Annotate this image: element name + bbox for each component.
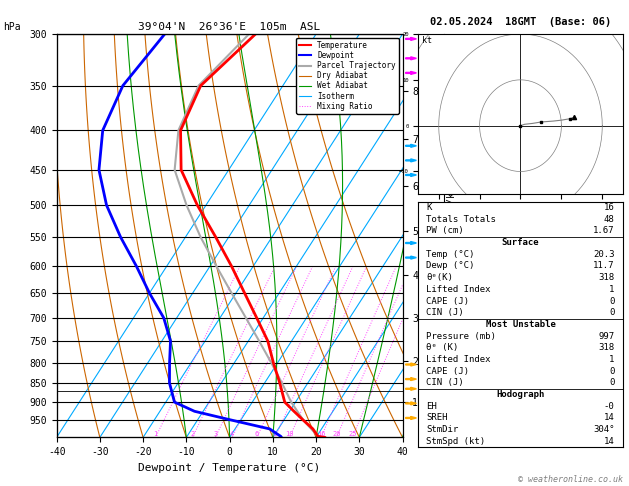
- Text: CIN (J): CIN (J): [426, 308, 464, 317]
- Text: -0: -0: [604, 402, 615, 411]
- Text: 02.05.2024  18GMT  (Base: 06): 02.05.2024 18GMT (Base: 06): [430, 17, 611, 27]
- Text: θᵉ (K): θᵉ (K): [426, 343, 459, 352]
- Text: 3: 3: [213, 432, 218, 437]
- Text: 1: 1: [609, 355, 615, 364]
- Text: CIN (J): CIN (J): [426, 378, 464, 387]
- Text: CAPE (J): CAPE (J): [426, 296, 469, 306]
- Text: Most Unstable: Most Unstable: [486, 320, 555, 329]
- Text: K: K: [426, 203, 432, 212]
- Title: 39°04'N  26°36'E  105m  ASL: 39°04'N 26°36'E 105m ASL: [138, 22, 321, 32]
- Text: Pressure (mb): Pressure (mb): [426, 331, 496, 341]
- Text: Hodograph: Hodograph: [496, 390, 545, 399]
- Text: 11.7: 11.7: [593, 261, 615, 271]
- Text: Lifted Index: Lifted Index: [426, 355, 491, 364]
- Y-axis label: km
ASL: km ASL: [420, 236, 437, 257]
- Text: 6: 6: [255, 432, 259, 437]
- Text: 0: 0: [609, 296, 615, 306]
- Text: 304°: 304°: [593, 425, 615, 434]
- Text: Temp (°C): Temp (°C): [426, 250, 475, 259]
- Text: Totals Totals: Totals Totals: [426, 215, 496, 224]
- Text: kt: kt: [423, 36, 432, 45]
- Text: 16: 16: [317, 432, 325, 437]
- Text: hPa: hPa: [3, 22, 21, 32]
- Text: 2: 2: [191, 432, 194, 437]
- Text: 318: 318: [598, 273, 615, 282]
- Text: θᵉ(K): θᵉ(K): [426, 273, 454, 282]
- Text: SREH: SREH: [426, 414, 448, 422]
- X-axis label: Dewpoint / Temperature (°C): Dewpoint / Temperature (°C): [138, 463, 321, 473]
- Text: 1: 1: [609, 285, 615, 294]
- Text: © weatheronline.co.uk: © weatheronline.co.uk: [518, 474, 623, 484]
- Text: Lifted Index: Lifted Index: [426, 285, 491, 294]
- Text: 997: 997: [598, 331, 615, 341]
- Text: 14: 14: [604, 437, 615, 446]
- Text: PW (cm): PW (cm): [426, 226, 464, 235]
- Text: 48: 48: [604, 215, 615, 224]
- Text: 8: 8: [273, 432, 277, 437]
- Text: 14: 14: [604, 414, 615, 422]
- Y-axis label: Mixing Ratio (g/kg): Mixing Ratio (g/kg): [447, 180, 457, 292]
- Text: 1.67: 1.67: [593, 226, 615, 235]
- Legend: Temperature, Dewpoint, Parcel Trajectory, Dry Adiabat, Wet Adiabat, Isotherm, Mi: Temperature, Dewpoint, Parcel Trajectory…: [296, 38, 399, 114]
- Text: CAPE (J): CAPE (J): [426, 366, 469, 376]
- Text: 0: 0: [609, 308, 615, 317]
- Text: Dewp (°C): Dewp (°C): [426, 261, 475, 271]
- Text: 318: 318: [598, 343, 615, 352]
- Text: 0: 0: [609, 378, 615, 387]
- Text: 25: 25: [348, 432, 357, 437]
- Text: StmSpd (kt): StmSpd (kt): [426, 437, 486, 446]
- Text: 10: 10: [285, 432, 294, 437]
- Text: 4: 4: [230, 432, 235, 437]
- Text: 20: 20: [332, 432, 341, 437]
- Text: Surface: Surface: [502, 238, 539, 247]
- Text: 16: 16: [604, 203, 615, 212]
- Text: EH: EH: [426, 402, 437, 411]
- Text: 20.3: 20.3: [593, 250, 615, 259]
- Text: 0: 0: [609, 366, 615, 376]
- Text: StmDir: StmDir: [426, 425, 459, 434]
- Text: 1: 1: [153, 432, 158, 437]
